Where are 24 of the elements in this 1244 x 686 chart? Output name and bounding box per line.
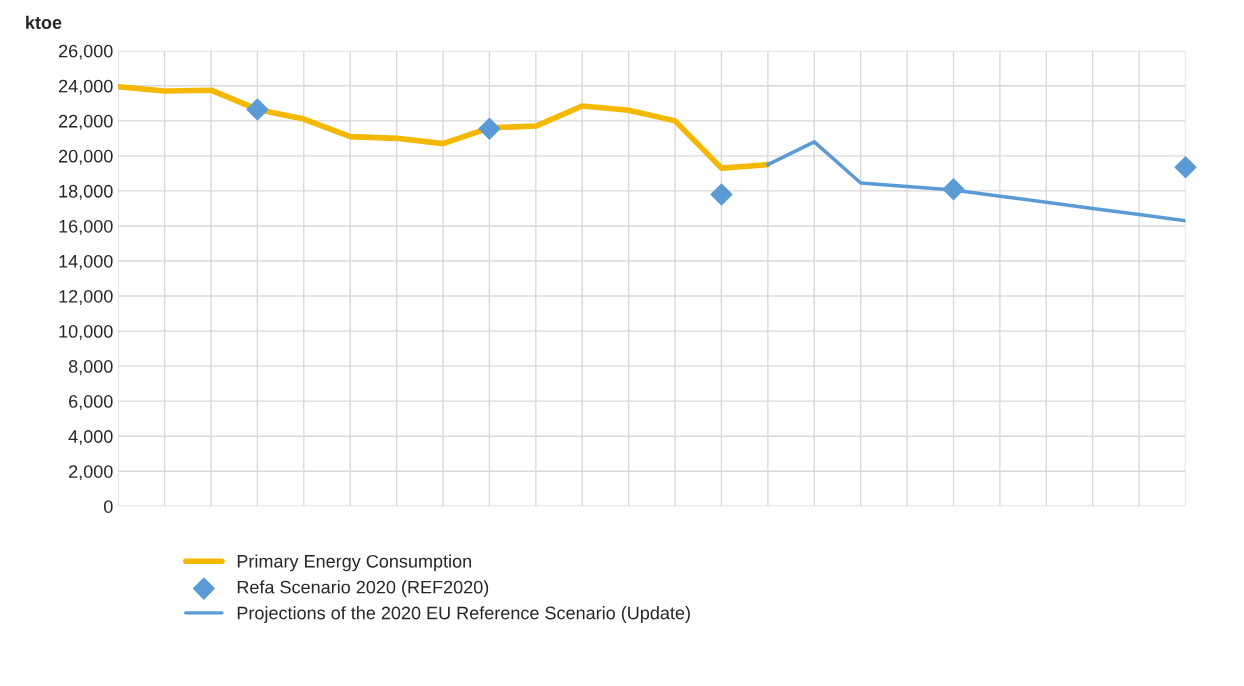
point <box>478 117 501 140</box>
y-tick-label: 12,000 <box>59 289 113 305</box>
legend-label: Projections of the 2020 EU Reference Scenario (Update) <box>237 606 690 623</box>
point <box>710 183 733 206</box>
y-tick-label: 14,000 <box>59 254 113 270</box>
y-tick-label: 4,000 <box>68 430 113 446</box>
y-axis-title: ktoe <box>26 15 62 29</box>
y-tick-label: 26,000 <box>59 44 113 60</box>
y-tick-label: 2,000 <box>69 465 113 481</box>
y-tick-label: 6,000 <box>69 395 113 410</box>
y-tick-label: 24,000 <box>59 79 113 95</box>
point <box>1174 156 1197 179</box>
y-tick-label: 20,000 <box>59 149 113 165</box>
legend-label: Primary Energy Consumption <box>237 554 471 572</box>
line-series <box>766 140 1186 223</box>
y-tick-label: 10,000 <box>59 325 113 340</box>
y-tick-label: 22,000 <box>59 114 113 130</box>
point <box>246 98 269 121</box>
y-tick-label: 16,000 <box>59 219 113 235</box>
point <box>942 178 965 201</box>
y-tick-label: 0 <box>103 500 113 513</box>
y-tick-label: 8,000 <box>68 360 113 375</box>
legend-label: Refa Scenario 2020 (REF2020) <box>237 580 489 598</box>
y-tick-label: 18,000 <box>59 184 113 200</box>
